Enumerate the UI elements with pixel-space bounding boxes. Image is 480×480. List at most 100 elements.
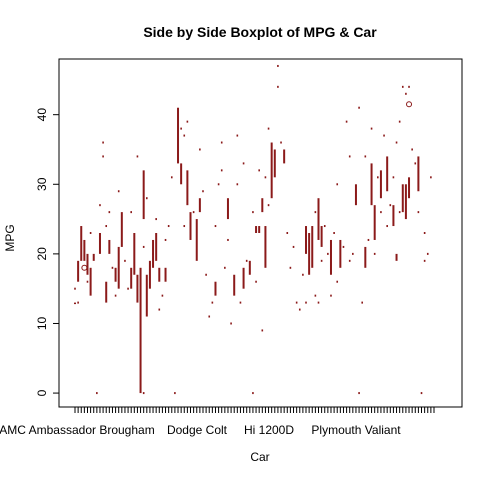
point	[130, 211, 132, 213]
x-axis: AMC Ambassador Brougham Dodge Colt Hi 1200…	[0, 407, 434, 437]
point	[118, 190, 120, 192]
box	[380, 170, 382, 198]
point	[102, 142, 104, 144]
box	[177, 108, 179, 164]
point	[183, 225, 185, 227]
point	[227, 239, 229, 241]
box	[364, 247, 366, 268]
point	[365, 155, 367, 157]
point	[255, 281, 257, 283]
point	[152, 253, 154, 255]
x-tick-label: Hi 1200D	[244, 423, 294, 437]
point	[296, 302, 298, 304]
point	[162, 295, 164, 297]
point	[352, 253, 354, 255]
point	[158, 309, 160, 311]
box	[93, 254, 95, 261]
point	[411, 148, 413, 150]
x-tick-label: Plymouth Valiant	[311, 423, 401, 437]
box	[271, 143, 273, 199]
box	[149, 261, 151, 289]
box	[74, 303, 76, 305]
box	[386, 156, 388, 191]
point	[252, 211, 254, 213]
x-axis-label: Car	[250, 450, 269, 464]
outlier-point	[82, 265, 87, 270]
box	[83, 240, 85, 261]
box	[77, 261, 79, 282]
point	[299, 309, 301, 311]
point	[171, 176, 173, 178]
box	[261, 198, 263, 212]
box	[317, 198, 319, 240]
outlier-point	[407, 102, 412, 107]
point	[258, 169, 260, 171]
point	[349, 155, 351, 157]
point	[230, 322, 232, 324]
point	[180, 128, 182, 130]
point	[343, 246, 345, 248]
box	[186, 170, 188, 205]
point	[246, 260, 248, 262]
point	[374, 253, 376, 255]
y-tick-label: 20	[35, 247, 49, 261]
point	[193, 211, 195, 213]
box	[274, 149, 276, 177]
box	[371, 163, 373, 205]
point	[318, 302, 320, 304]
point	[77, 302, 79, 304]
box	[264, 226, 266, 268]
point	[414, 162, 416, 164]
box	[99, 233, 101, 254]
point	[237, 135, 239, 137]
point	[302, 274, 304, 276]
box	[311, 226, 313, 268]
y-tick-label: 10	[35, 316, 49, 330]
point	[212, 302, 214, 304]
point	[408, 86, 410, 88]
box	[196, 219, 198, 261]
point	[215, 225, 217, 227]
point	[218, 183, 220, 185]
y-tick-label: 30	[35, 177, 49, 191]
box	[136, 275, 138, 303]
point	[74, 288, 76, 290]
point	[427, 253, 429, 255]
point	[421, 392, 423, 394]
box	[158, 268, 160, 282]
box	[355, 184, 357, 205]
point	[240, 302, 242, 304]
box	[233, 275, 235, 296]
point	[396, 142, 398, 144]
point	[349, 260, 351, 262]
box	[392, 205, 394, 226]
point	[146, 197, 148, 199]
point	[405, 93, 407, 95]
y-tick-label: 40	[35, 108, 49, 122]
point	[168, 225, 170, 227]
x-tick-label: Dodge Colt	[167, 423, 228, 437]
point	[127, 288, 129, 290]
point	[361, 302, 363, 304]
point	[358, 107, 360, 109]
point	[268, 204, 270, 206]
point	[280, 142, 282, 144]
point	[109, 211, 111, 213]
point	[293, 246, 295, 248]
point	[208, 316, 210, 318]
point	[386, 225, 388, 227]
box	[180, 163, 182, 184]
y-axis: 0 10 20 30 40	[35, 108, 59, 397]
point	[305, 302, 307, 304]
point	[96, 392, 98, 394]
box	[140, 268, 142, 393]
point	[112, 267, 114, 269]
chart-title: Side by Side Boxplot of MPG & Car	[143, 24, 377, 40]
box	[405, 184, 407, 219]
box	[308, 233, 310, 275]
point	[202, 190, 204, 192]
point	[424, 232, 426, 234]
box	[121, 212, 123, 247]
point	[143, 246, 145, 248]
box	[214, 282, 216, 296]
